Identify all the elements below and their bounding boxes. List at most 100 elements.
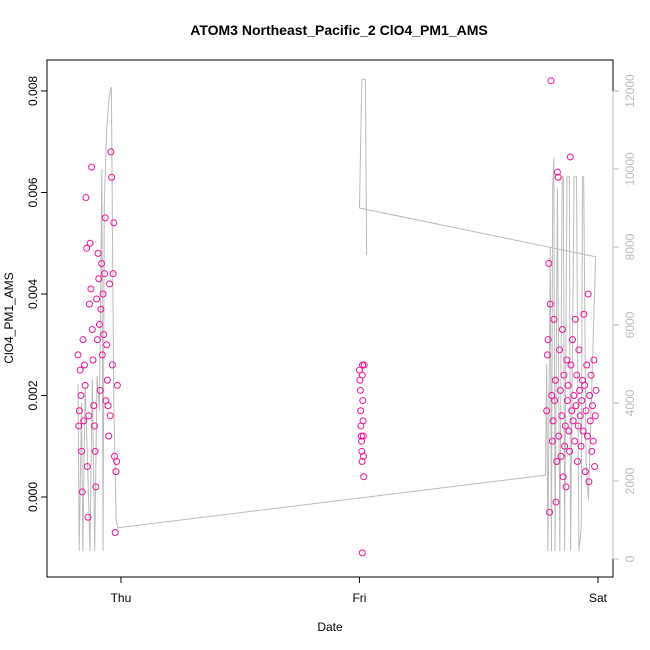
- y2-tick-label: 6000: [623, 311, 637, 338]
- point: [75, 407, 83, 415]
- point: [555, 432, 563, 440]
- point: [113, 457, 121, 465]
- point: [101, 214, 109, 222]
- point: [89, 356, 97, 364]
- point: [74, 351, 82, 359]
- point: [586, 417, 594, 425]
- point: [112, 468, 120, 476]
- point: [87, 285, 95, 293]
- point: [105, 432, 113, 440]
- point: [78, 447, 86, 455]
- y-tick-label: 0.004: [26, 279, 40, 309]
- point: [95, 320, 103, 328]
- point: [80, 361, 88, 369]
- point: [589, 437, 597, 445]
- point: [561, 442, 569, 450]
- point: [103, 376, 111, 384]
- point: [92, 483, 100, 491]
- y2-tick-label: 4000: [623, 389, 637, 416]
- point: [562, 483, 570, 491]
- point: [105, 280, 113, 288]
- point: [581, 381, 589, 389]
- point: [357, 407, 365, 415]
- point: [571, 437, 579, 445]
- point: [77, 391, 85, 399]
- point: [577, 442, 585, 450]
- x-tick-label: Thu: [111, 591, 132, 605]
- point: [84, 513, 92, 521]
- point: [574, 422, 582, 430]
- point: [109, 270, 117, 278]
- point: [558, 326, 566, 334]
- point: [357, 432, 365, 440]
- y-tick-label: 0.006: [26, 177, 40, 207]
- point: [78, 488, 86, 496]
- y-axis-label: ClO4_PM1_AMS: [2, 272, 16, 363]
- point: [91, 447, 99, 455]
- point: [583, 432, 591, 440]
- point: [590, 356, 598, 364]
- point: [560, 371, 568, 379]
- point: [563, 397, 571, 405]
- point: [83, 244, 91, 252]
- point: [549, 417, 557, 425]
- point: [108, 173, 116, 181]
- point: [100, 331, 108, 339]
- point: [573, 457, 581, 465]
- x-tick-label: Fri: [352, 591, 366, 605]
- point: [581, 468, 589, 476]
- point: [544, 336, 552, 344]
- line: [77, 78, 597, 552]
- point: [591, 463, 599, 471]
- point: [359, 432, 367, 440]
- point: [561, 422, 569, 430]
- point: [76, 366, 84, 374]
- point: [553, 457, 561, 465]
- point: [358, 549, 366, 557]
- point: [359, 417, 367, 425]
- point: [569, 417, 577, 425]
- point: [93, 336, 101, 344]
- point: [575, 346, 583, 354]
- point: [571, 315, 579, 323]
- point: [75, 422, 83, 430]
- point: [85, 300, 93, 308]
- point: [556, 346, 564, 354]
- point: [547, 77, 555, 85]
- point: [90, 422, 98, 430]
- point: [88, 163, 96, 171]
- point: [111, 529, 119, 537]
- point: [592, 386, 600, 394]
- x-tick-label: Sat: [589, 591, 608, 605]
- y-tick-label: 0.002: [26, 380, 40, 410]
- point: [584, 290, 592, 298]
- point: [565, 427, 573, 435]
- point: [545, 260, 553, 268]
- point: [356, 386, 364, 394]
- point: [568, 407, 576, 415]
- point: [543, 407, 551, 415]
- x-axis-label: Date: [317, 620, 343, 634]
- point: [551, 397, 559, 405]
- point: [591, 412, 599, 420]
- point: [93, 295, 101, 303]
- point: [99, 290, 107, 298]
- point: [96, 386, 104, 394]
- point: [546, 508, 554, 516]
- point: [359, 397, 367, 405]
- point: [80, 417, 88, 425]
- point: [572, 402, 580, 410]
- point: [563, 356, 571, 364]
- point: [548, 437, 556, 445]
- point: [582, 407, 590, 415]
- point: [564, 381, 572, 389]
- point: [586, 391, 594, 399]
- point: [580, 310, 588, 318]
- point: [108, 361, 116, 369]
- chart-title: ATOM3 Northeast_Pacific_2 ClO4_PM1_AMS: [190, 22, 487, 38]
- point: [107, 148, 115, 156]
- y2-tick-label: 0: [623, 555, 637, 562]
- point: [558, 412, 566, 420]
- point: [360, 361, 368, 369]
